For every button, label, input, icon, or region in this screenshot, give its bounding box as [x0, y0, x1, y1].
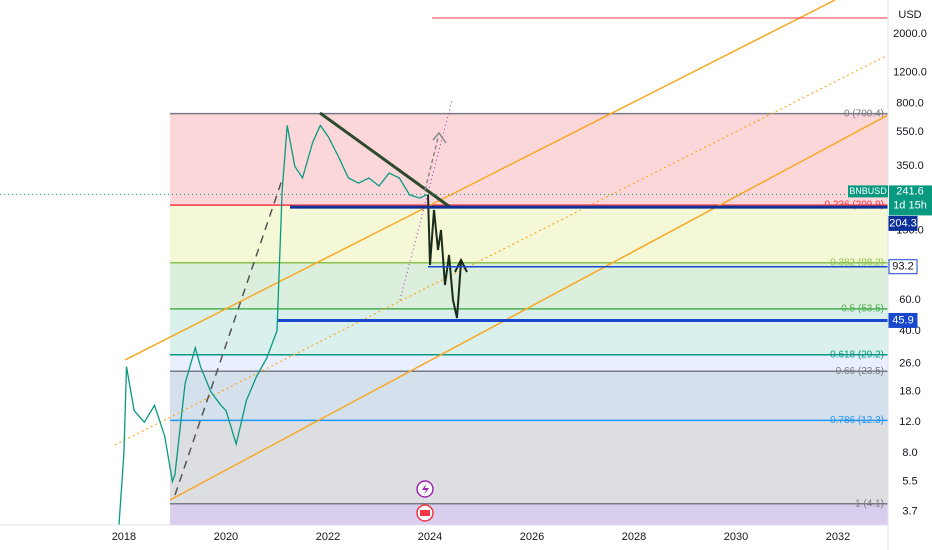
zigzag-projection [427, 194, 462, 319]
price-tag-label: 93.2 [892, 261, 913, 273]
y-tick-label: 550.0 [896, 126, 924, 138]
price-line [118, 124, 428, 525]
x-tick-label: 2030 [724, 531, 748, 543]
fib-band [170, 262, 888, 309]
x-tick-label: 2032 [826, 531, 850, 543]
y-tick-label: 26.0 [899, 357, 920, 369]
drawings [114, 0, 888, 501]
fib-band [170, 308, 888, 355]
last-price: 241.6 [896, 185, 924, 197]
fib-label: 0.786 (12.3) [830, 415, 884, 426]
price-tag-label: 204.3 [889, 217, 917, 229]
fib-band [170, 371, 888, 421]
fib-band [170, 113, 888, 206]
currency: USD [898, 9, 921, 21]
fib-label: 0.618 (29.2) [830, 349, 884, 360]
price-tag [888, 259, 918, 275]
fib-label: 0.66 (23.5) [836, 366, 884, 377]
fib-label: 1 (4.1) [855, 498, 884, 509]
fib-band [170, 354, 888, 372]
x-tick-label: 2024 [418, 531, 442, 543]
fib-band [170, 503, 888, 525]
y-tick-label: 800.0 [896, 97, 924, 109]
fib-band [170, 205, 888, 263]
arrow-head [432, 131, 447, 144]
y-tick-label: 2000.0 [893, 28, 927, 40]
y-tick-label: 350.0 [896, 160, 924, 172]
x-tick-label: 2028 [622, 531, 646, 543]
price-layer [0, 124, 888, 525]
y-tick-label: 60.0 [899, 294, 920, 306]
y-tick-label: 3.7 [902, 505, 917, 517]
y-tick-label: 1200.0 [893, 67, 927, 79]
event-icon-glyph [422, 484, 429, 495]
fib-label: 0.382 (98.2) [830, 257, 884, 268]
fib-label: 0 (700.4) [844, 108, 884, 119]
last-price-tag [889, 185, 932, 216]
news-icon-glyph [420, 510, 430, 516]
fib-bands: 0 (700.4) 0.236 (209.9) 0.382 (98.2) 0.5 (5… [170, 108, 888, 525]
x-tick-label: 2026 [520, 531, 544, 543]
price-tag [888, 215, 918, 231]
channel-line [169, 114, 888, 501]
y-tick-label: 12.0 [899, 416, 920, 428]
x-tick-label: 2022 [316, 531, 340, 543]
channel-line [124, 0, 836, 361]
dotted-projection [399, 99, 453, 301]
countdown: 1d 15h [893, 199, 927, 211]
symbol-tag [848, 185, 888, 198]
fib-label: 0.236 (209.9) [825, 200, 885, 211]
y-tick-label: 8.0 [902, 447, 917, 459]
x-tick-label: 2018 [112, 531, 136, 543]
x-tick-label: 2020 [214, 531, 238, 543]
price-tag-label: 45.9 [892, 314, 913, 326]
y-tick-label: 5.5 [902, 475, 917, 487]
fib-band [170, 420, 888, 504]
fib-label: 0.5 (53.5) [841, 303, 884, 314]
trend-line [319, 111, 451, 209]
up-arrow [424, 137, 439, 191]
symbol: BNBUSD [849, 186, 887, 196]
arrow-head [454, 257, 468, 273]
channel-midline [114, 54, 888, 446]
y-tick-label: 18.0 [899, 385, 920, 397]
price-tag [888, 312, 918, 328]
